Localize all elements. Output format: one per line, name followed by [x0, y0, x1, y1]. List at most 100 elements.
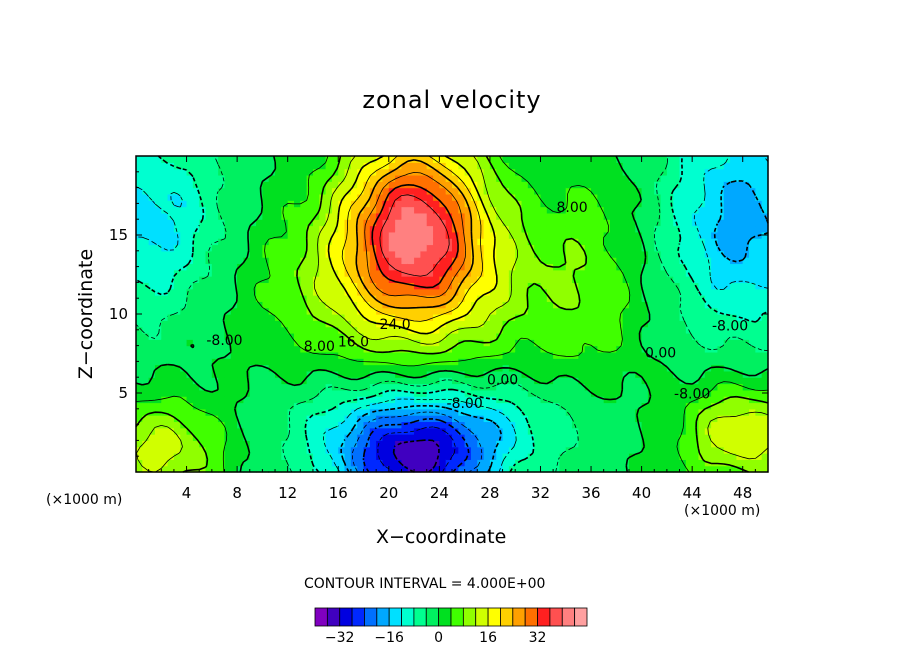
field-cell [148, 231, 156, 239]
field-cell [711, 377, 719, 385]
field-cell [319, 453, 327, 460]
field-cell [363, 156, 371, 163]
field-cell [249, 200, 257, 208]
field-cell [161, 225, 169, 233]
field-cell [319, 332, 327, 340]
field-cell [211, 377, 219, 385]
field-cell [572, 370, 579, 378]
field-cell [578, 295, 586, 302]
field-cell [205, 238, 213, 246]
field-cell [553, 345, 561, 353]
field-cell [224, 370, 232, 378]
field-cell [761, 276, 769, 283]
field-cell [294, 288, 301, 296]
field-cell [142, 295, 150, 302]
field-cell [325, 156, 333, 163]
field-cell [622, 332, 630, 340]
field-cell [515, 181, 523, 189]
field-cell [401, 453, 409, 460]
field-cell [616, 257, 624, 265]
field-cell [597, 320, 605, 328]
field-cell [584, 269, 592, 277]
field-cell [730, 465, 737, 473]
field-cell [749, 206, 756, 214]
field-cell [736, 187, 744, 195]
field-cell [173, 162, 181, 170]
field-cell [692, 200, 700, 208]
field-cell [660, 156, 668, 163]
field-cell [622, 440, 630, 448]
field-cell [572, 377, 579, 385]
field-cell [610, 162, 617, 170]
field-cell [572, 415, 579, 423]
field-cell [211, 225, 219, 233]
field-cell [249, 459, 257, 467]
field-cell [496, 156, 504, 163]
field-cell [610, 219, 617, 227]
field-cell [325, 231, 333, 239]
field-cell [603, 326, 611, 334]
field-cell [407, 206, 415, 214]
field-cell [711, 364, 719, 372]
field-cell [350, 282, 358, 290]
field-cell [420, 193, 428, 201]
field-cell [489, 326, 497, 334]
field-cell [433, 446, 440, 454]
field-cell [622, 402, 630, 410]
field-cell [616, 421, 624, 429]
field-cell [407, 225, 415, 233]
field-cell [192, 307, 200, 315]
field-cell [546, 465, 554, 473]
field-cell [344, 181, 352, 189]
field-cell [382, 427, 390, 435]
field-cell [660, 332, 668, 340]
field-cell [496, 282, 504, 290]
field-cell [666, 206, 674, 214]
field-cell [331, 351, 339, 359]
field-cell [540, 288, 548, 296]
field-cell [761, 402, 769, 410]
field-cell [256, 200, 263, 208]
field-cell [458, 200, 466, 208]
field-cell [363, 225, 371, 233]
field-cell [749, 288, 756, 296]
field-cell [578, 345, 586, 353]
field-cell [635, 263, 643, 271]
field-cell [622, 377, 630, 385]
field-cell [464, 377, 472, 385]
field-cell [218, 206, 226, 214]
field-cell [218, 288, 226, 296]
field-cell [369, 162, 377, 170]
field-cell [395, 364, 403, 372]
field-cell [635, 465, 643, 473]
field-cell [243, 174, 251, 182]
field-cell [407, 389, 415, 397]
field-cell [692, 370, 700, 378]
field-cell [704, 269, 712, 277]
field-cell [401, 250, 409, 258]
field-cell [698, 219, 706, 227]
field-cell [173, 434, 181, 441]
field-cell [761, 339, 769, 347]
field-cell [496, 288, 504, 296]
field-cell [730, 326, 737, 334]
field-cell [281, 446, 289, 454]
field-cell [660, 219, 668, 227]
field-cell [154, 187, 162, 195]
field-cell [717, 396, 725, 404]
field-cell [730, 402, 737, 410]
field-cell [401, 465, 409, 473]
field-cell [148, 314, 156, 321]
field-cell [401, 301, 409, 309]
field-cell [641, 156, 649, 163]
field-cell [584, 427, 592, 435]
field-cell [641, 389, 649, 397]
field-cell [325, 459, 333, 467]
field-cell [508, 257, 516, 265]
field-cell [502, 162, 510, 170]
field-cell [357, 320, 365, 328]
field-cell [749, 282, 756, 290]
field-cell [319, 288, 327, 296]
field-cell [426, 193, 434, 201]
field-cell [420, 219, 428, 227]
